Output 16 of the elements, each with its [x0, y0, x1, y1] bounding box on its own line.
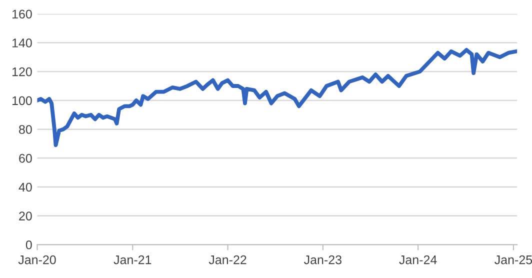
- x-tick-label: Jan-24: [399, 255, 437, 264]
- x-tick-label: Jan-21: [114, 255, 152, 264]
- y-tick-label: 0: [26, 240, 32, 250]
- y-tick-label: 60: [19, 154, 32, 163]
- y-tick-label: 160: [12, 10, 32, 19]
- x-tick-label: Jan-22: [208, 255, 246, 264]
- x-tick-label: Jan-25: [494, 255, 532, 264]
- y-tick-label: 80: [19, 125, 32, 134]
- x-tick-label: Jan-23: [304, 255, 342, 264]
- y-tick-label: 20: [19, 212, 32, 220]
- y-tick-label: 140: [12, 38, 32, 48]
- x-tick-label: Jan-20: [18, 255, 56, 264]
- y-tick-label: 120: [12, 67, 32, 76]
- line-series: [37, 48, 518, 148]
- y-tick-label: 40: [18, 182, 32, 192]
- y-tick-label: 100: [12, 96, 32, 106]
